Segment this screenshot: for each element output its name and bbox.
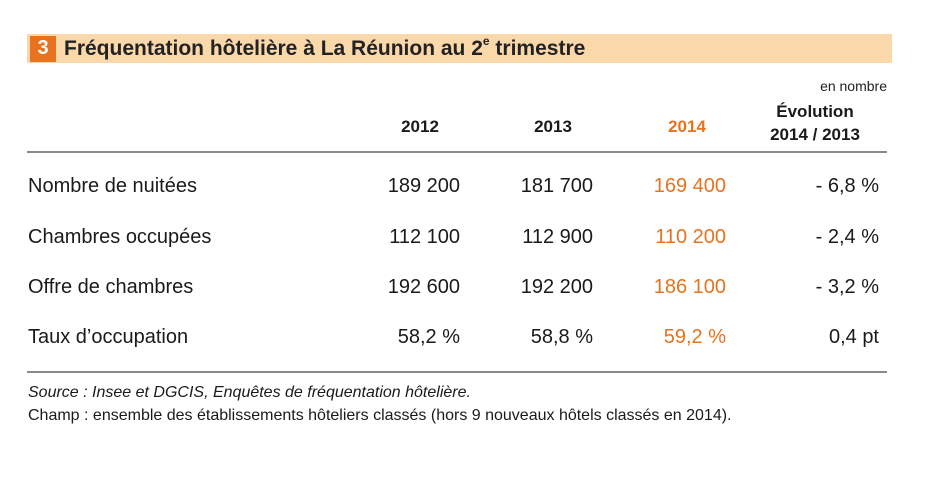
table-row: Chambres occupées 112 100 112 900 110 20… — [0, 226, 935, 256]
cell-2014: 169 400 — [653, 175, 726, 197]
scope-note: Champ : ensemble des établissements hôte… — [28, 407, 732, 424]
cell-2012: 189 200 — [387, 175, 460, 197]
column-header-2013: 2013 — [534, 117, 572, 136]
table-title-bar: 3 Fréquentation hôtelière à La Réunion a… — [27, 34, 892, 63]
cell-2014: 186 100 — [653, 276, 726, 298]
cell-evolution: - 6,8 % — [815, 175, 879, 197]
cell-2012: 192 600 — [387, 276, 460, 298]
cell-evolution: - 3,2 % — [815, 276, 879, 298]
cell-2012: 112 100 — [389, 226, 460, 248]
column-header-2014: 2014 — [668, 117, 706, 136]
evolution-header-line2: 2014 / 2013 — [770, 125, 860, 144]
header-rule — [27, 151, 887, 153]
cell-2013: 181 700 — [520, 175, 593, 197]
column-header-2012: 2012 — [401, 117, 439, 136]
cell-2013: 112 900 — [522, 226, 593, 248]
title-tail-text: trimestre — [489, 37, 586, 60]
row-label: Taux d’occupation — [28, 326, 189, 348]
cell-2014: 110 200 — [655, 226, 726, 248]
cell-evolution: 0,4 pt — [828, 326, 879, 348]
cell-2012: 58,2 % — [397, 326, 460, 348]
cell-2013: 192 200 — [520, 276, 593, 298]
table-row: Taux d’occupation 58,2 % 58,8 % 59,2 % 0… — [0, 326, 935, 356]
title-main-text: Fréquentation hôtelière à La Réunion au … — [64, 37, 483, 60]
table-row: Nombre de nuitées 189 200 181 700 169 40… — [0, 175, 935, 205]
row-label: Chambres occupées — [28, 226, 212, 248]
source-note: Source : Insee et DGCIS, Enquêtes de fré… — [28, 384, 471, 401]
title-superscript: e — [482, 34, 490, 48]
table-number-badge: 3 — [30, 35, 56, 62]
evolution-header-line1: Évolution — [776, 102, 854, 121]
footer-rule — [27, 371, 887, 373]
table-title: Fréquentation hôtelière à La Réunion au … — [64, 34, 586, 61]
row-label: Offre de chambres — [28, 276, 194, 298]
row-label: Nombre de nuitées — [28, 175, 197, 197]
cell-2013: 58,8 % — [530, 326, 593, 348]
unit-note: en nombre — [820, 78, 887, 94]
table-row: Offre de chambres 192 600 192 200 186 10… — [0, 276, 935, 306]
cell-evolution: - 2,4 % — [815, 226, 879, 248]
cell-2014: 59,2 % — [663, 326, 726, 348]
column-header-evolution: Évolution 2014 / 2013 — [755, 100, 875, 146]
